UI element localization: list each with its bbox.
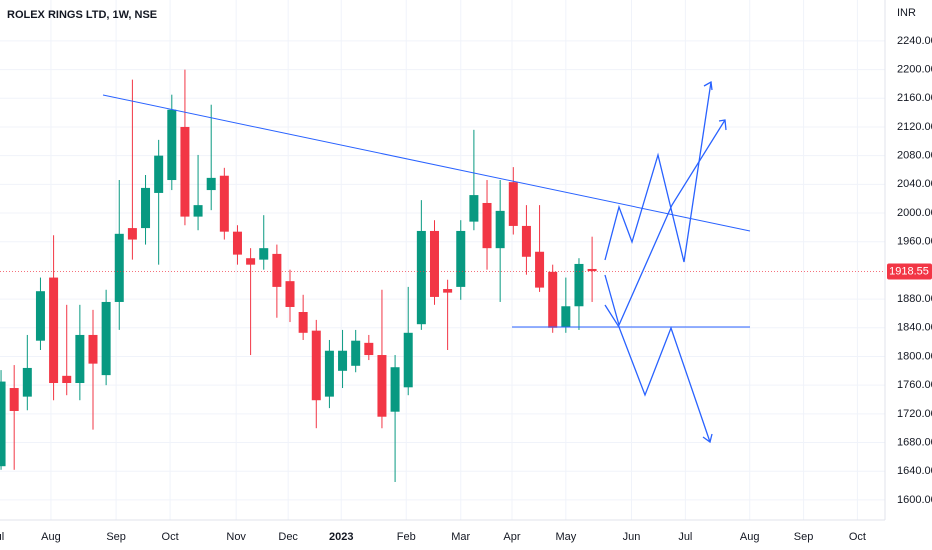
x-tick-label: Aug: [41, 531, 61, 543]
y-tick-label: 2080.00: [897, 150, 932, 162]
candle-body: [574, 263, 584, 307]
y-tick-label: 1880.00: [897, 293, 932, 305]
y-tick-label: 1760.00: [897, 379, 932, 391]
candle-body: [587, 268, 597, 272]
candle-body: [114, 233, 124, 302]
x-tick-label: Sep: [794, 531, 814, 543]
candle-body: [456, 230, 466, 287]
candle-body: [75, 334, 85, 384]
candle-body: [521, 225, 531, 257]
x-tick-label: Oct: [162, 531, 179, 543]
arrow-head: [718, 119, 727, 131]
candle-body: [561, 306, 571, 328]
candle-body: [416, 230, 426, 325]
candle-body: [311, 330, 321, 401]
candle-body: [49, 277, 59, 384]
candle-body: [377, 355, 387, 417]
candle-body: [535, 251, 545, 288]
y-tick-label: 2200.00: [897, 63, 932, 75]
candle-body: [62, 375, 72, 384]
x-tick-label: May: [555, 531, 576, 543]
x-tick-label: Jun: [623, 531, 641, 543]
candle-body: [351, 340, 361, 366]
y-tick-label: 2160.00: [897, 92, 932, 104]
candle-body: [246, 258, 256, 265]
candle-body: [206, 177, 216, 191]
y-tick-label: 2120.00: [897, 121, 932, 133]
candle-body: [22, 367, 32, 397]
candle-body: [0, 381, 6, 467]
x-tick-label: Jul: [0, 531, 4, 543]
candle-body: [469, 195, 479, 222]
candle-body: [167, 109, 177, 181]
chart-title: ROLEX RINGS LTD, 1W, NSE: [7, 9, 157, 21]
projection-path: [604, 119, 726, 327]
candle-body: [180, 126, 190, 217]
candle-body: [390, 367, 400, 412]
candle-body: [9, 388, 19, 411]
y-tick-label: 1960.00: [897, 236, 932, 248]
candle-body: [141, 187, 151, 229]
last-price-badge: [887, 263, 932, 280]
candle-body: [298, 312, 308, 333]
candle-body: [232, 231, 242, 255]
x-tick-label: Feb: [397, 531, 416, 543]
x-tick-label: 2023: [329, 531, 353, 543]
last-price-label: 1918.55: [889, 265, 929, 277]
y-tick-label: 1720.00: [897, 408, 932, 420]
y-tick-label: 1680.00: [897, 436, 932, 448]
y-tick-label: 1800.00: [897, 350, 932, 362]
y-tick-label: 1600.00: [897, 494, 932, 506]
y-tick-label: 2240.00: [897, 35, 932, 47]
candle-body: [508, 182, 518, 226]
x-tick-label: Nov: [226, 531, 246, 543]
projection-path: [604, 304, 711, 443]
candle-body: [429, 230, 439, 297]
x-tick-label: Mar: [451, 531, 470, 543]
y-tick-label: 1840.00: [897, 322, 932, 334]
x-tick-label: Jul: [678, 531, 692, 543]
candle-body: [259, 248, 269, 260]
candle-body: [35, 291, 45, 341]
y-tick-label: 2000.00: [897, 207, 932, 219]
candle-body: [338, 350, 348, 371]
candle-body: [285, 281, 295, 307]
candle-body: [548, 271, 558, 328]
x-tick-label: Apr: [503, 531, 520, 543]
x-tick-label: Oct: [849, 531, 866, 543]
candle-body: [495, 210, 505, 249]
x-tick-label: Sep: [106, 531, 126, 543]
candle-body: [364, 342, 374, 356]
arrow-head: [703, 80, 713, 91]
candle-body: [127, 228, 137, 240]
candle-body: [403, 332, 413, 388]
candle-body: [324, 350, 334, 397]
plot-area: [0, 69, 885, 482]
x-tick-label: Aug: [740, 531, 760, 543]
y-tick-label: 1640.00: [897, 465, 932, 477]
candle-body: [101, 301, 111, 376]
projection-path: [604, 81, 712, 263]
candle-body: [482, 202, 492, 249]
axis-unit: INR: [897, 7, 916, 19]
grid: [0, 0, 885, 520]
candle-body: [193, 205, 203, 217]
candle-body: [88, 334, 98, 364]
arrow-head: [702, 433, 713, 444]
x-tick-label: Dec: [278, 531, 298, 543]
candle-body: [219, 175, 229, 232]
candle-body: [154, 155, 164, 193]
candle-body: [272, 253, 282, 287]
y-tick-label: 2040.00: [897, 178, 932, 190]
drawings: [102, 80, 751, 444]
candle-body: [443, 289, 453, 293]
